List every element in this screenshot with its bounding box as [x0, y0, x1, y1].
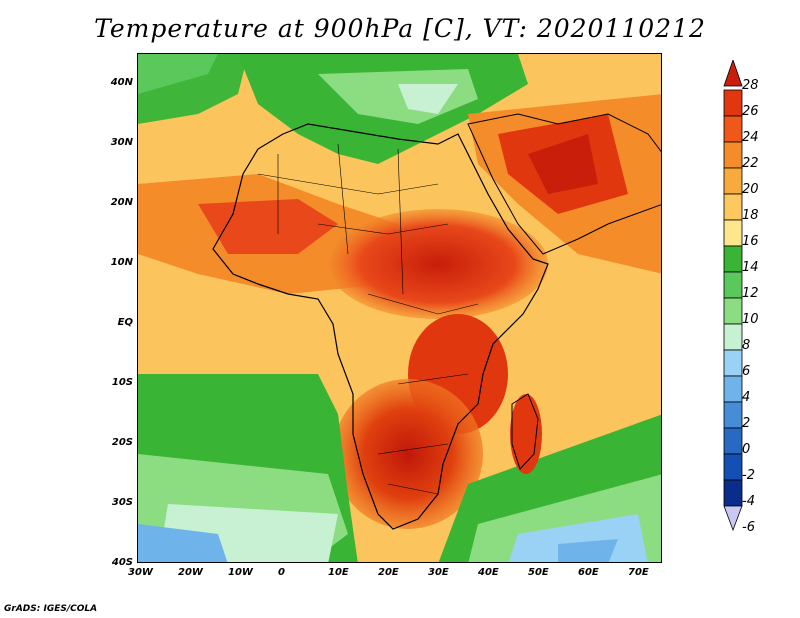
lon-tick-label: 30E: [428, 567, 449, 578]
lon-tick-label: 10W: [228, 567, 253, 578]
lat-tick-label: 20N: [110, 197, 133, 208]
lon-tick-label: 30W: [128, 567, 153, 578]
colorbar-tick-label: 20: [742, 182, 759, 197]
colorbar-swatch: [723, 479, 743, 507]
colorbar-swatch: [723, 271, 743, 299]
colorbar-swatch: [723, 505, 743, 532]
colorbar-tick-label: 12: [742, 286, 759, 301]
madagascar-coastline: [511, 393, 539, 470]
colorbar-swatch: [723, 323, 743, 351]
central-africa-hot: [328, 209, 548, 319]
lat-tick-label: 30S: [111, 497, 133, 508]
colorbar-swatch: [723, 193, 743, 221]
southern-africa-hot: [333, 379, 483, 529]
colorbar-tick-label: 2: [742, 416, 751, 431]
lon-tick-label: 60E: [578, 567, 599, 578]
lon-tick-label: 20W: [178, 567, 203, 578]
colorbar-tick-label: 0: [742, 442, 751, 457]
lat-tick-label: 20S: [111, 437, 133, 448]
colorbar: [723, 60, 743, 532]
lat-tick-label: 40N: [110, 77, 133, 88]
country-borders: [257, 143, 479, 495]
colorbar-tick-label: -6: [742, 520, 755, 535]
colorbar-swatch: [723, 60, 743, 87]
colorbar-tick-label: 4: [742, 390, 751, 405]
lat-tick-label: 10N: [110, 257, 133, 268]
colorbar-swatch: [723, 427, 743, 455]
colorbar-tick-label: 16: [742, 234, 759, 249]
map-plot-area: [137, 53, 662, 563]
colorbar-tick-label: 18: [742, 208, 759, 223]
colorbar-tick-label: 14: [742, 260, 759, 275]
colorbar-swatch: [723, 219, 743, 247]
colorbar-tick-label: -4: [742, 494, 755, 509]
colorbar-swatch: [723, 245, 743, 273]
colorbar-swatch: [723, 349, 743, 377]
lon-tick-label: 20E: [378, 567, 399, 578]
colorbar-tick-label: 8: [742, 338, 751, 353]
colorbar-swatch: [723, 115, 743, 143]
colorbar-tick-label: 28: [742, 78, 759, 93]
colorbar-tick-label: 24: [742, 130, 759, 145]
lat-tick-label: 30N: [110, 137, 133, 148]
lon-tick-label: 40E: [478, 567, 499, 578]
lat-tick-label: EQ: [117, 317, 133, 328]
colorbar-swatch: [723, 167, 743, 195]
colorbar-swatch: [723, 141, 743, 169]
lon-tick-label: 70E: [628, 567, 649, 578]
colorbar-swatch: [723, 375, 743, 403]
lat-tick-label: 40S: [111, 557, 133, 568]
temperature-map: [138, 54, 661, 562]
lon-tick-label: 50E: [528, 567, 549, 578]
chart-title: Temperature at 900hPa [C], VT: 202011021…: [94, 14, 706, 43]
lon-tick-label: 0: [278, 567, 285, 578]
africa-coastline: [212, 123, 549, 530]
arabia-coastline: [467, 113, 661, 255]
lat-tick-label: 10S: [111, 377, 133, 388]
colorbar-swatch: [723, 401, 743, 429]
colorbar-swatch: [723, 89, 743, 117]
colorbar-tick-label: 26: [742, 104, 759, 119]
colorbar-tick-label: 10: [742, 312, 759, 327]
colorbar-tick-label: 6: [742, 364, 751, 379]
credit-text: GrADS: IGES/COLA: [4, 604, 98, 614]
colorbar-tick-label: 22: [742, 156, 759, 171]
colorbar-swatch: [723, 453, 743, 481]
colorbar-tick-label: -2: [742, 468, 755, 483]
colorbar-swatch: [723, 297, 743, 325]
lon-tick-label: 10E: [328, 567, 349, 578]
